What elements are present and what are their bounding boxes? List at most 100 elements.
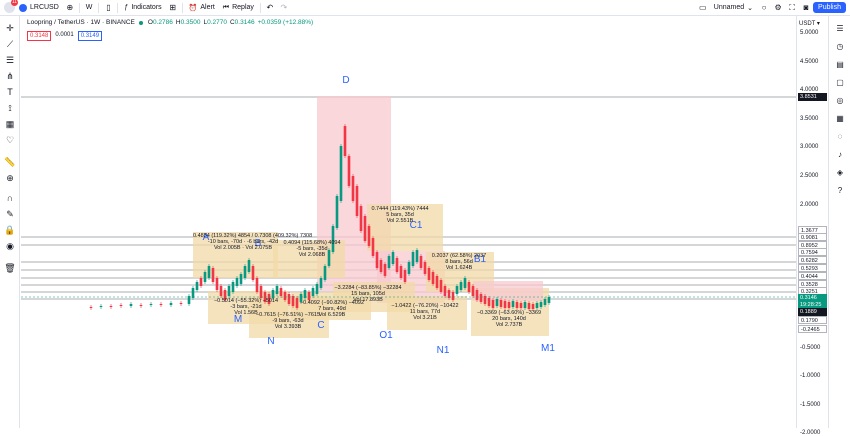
symbol-title[interactable]: Loopring / TetherUS · 1W · BINANCE xyxy=(27,19,135,26)
streams-icon[interactable]: ◈ xyxy=(836,167,844,177)
candle-body xyxy=(519,303,523,308)
measurement-zone xyxy=(473,281,543,301)
trash-icon[interactable]: 🗑 xyxy=(4,262,16,273)
candle-body xyxy=(487,298,491,306)
measure-line-2: -5 bars, -35d xyxy=(296,246,328,252)
publish-button[interactable]: Publish xyxy=(813,2,846,13)
price-tick-label: -1.5000 xyxy=(800,401,821,408)
candle-body xyxy=(503,301,507,308)
candle-body xyxy=(343,126,347,156)
heart-icon[interactable]: ♡ xyxy=(5,134,15,145)
price-badge: 0.7594 xyxy=(798,248,827,256)
spread-value: 0.0001 xyxy=(53,31,76,41)
notifications-bell-icon[interactable]: ♪ xyxy=(838,149,842,159)
ideas-icon[interactable]: ◎ xyxy=(836,95,844,105)
candle-body xyxy=(207,266,211,278)
measure-line-1: 0.2037 (62.58%) 2037 xyxy=(431,253,487,259)
measure-line-2: -3 bars, -21d xyxy=(230,304,262,310)
measure-line-1: 0.4094 (115.68%) 4094 xyxy=(283,240,341,246)
chart-pane[interactable] xyxy=(21,16,796,428)
add-symbol-icon[interactable]: ⊕ xyxy=(66,3,74,12)
help-icon[interactable]: ? xyxy=(837,185,843,195)
candle-body xyxy=(543,299,547,305)
templates-grid-icon[interactable]: ⊞ xyxy=(169,3,177,12)
candle-body xyxy=(109,306,113,307)
candle-body xyxy=(159,304,163,305)
candle-body xyxy=(443,286,447,296)
measure-line-3: Vol 3.393B xyxy=(274,324,302,330)
wave-label-b1: B1 xyxy=(473,254,487,265)
currency-selector[interactable]: USDT ▾ xyxy=(799,21,820,27)
drawing-mode-icon[interactable]: ✎ xyxy=(6,208,14,219)
chart-legend[interactable]: Loopring / TetherUS · 1W · BINANCE O 0.27… xyxy=(27,19,313,26)
crosshair-icon[interactable]: ✛ xyxy=(6,22,14,33)
buy-price-button[interactable]: 0.3149 xyxy=(77,31,103,41)
data-window-icon[interactable]: ▤ xyxy=(836,59,844,69)
open-value: 0.2786 xyxy=(152,19,173,26)
candle-body xyxy=(231,282,235,292)
watchlist-icon[interactable]: ☰ xyxy=(836,23,844,33)
alert-button[interactable]: ⏰ Alert xyxy=(185,0,219,16)
alerts-clock-icon[interactable]: ◷ xyxy=(836,41,844,51)
price-tick-label: 2.5000 xyxy=(800,173,819,179)
candle-body xyxy=(235,278,239,286)
undo-icon[interactable]: ↶ xyxy=(266,3,274,12)
lightbulb-icon[interactable]: ◌ xyxy=(837,131,843,141)
measure-line-1: 0.7444 (119.43%) 7444 xyxy=(371,206,429,212)
top-toolbar: 11 LRCUSD ⊕ W ▯ ƒ Indicators ⊞ ⏰ Alert ⏮… xyxy=(0,0,850,16)
candle-body xyxy=(395,258,399,272)
price-tick-label: 4.0000 xyxy=(800,87,819,94)
user-avatar[interactable]: 11 xyxy=(4,0,18,13)
price-badge: 0.1889 xyxy=(798,308,827,316)
zoom-in-icon[interactable]: ⊕ xyxy=(6,172,14,183)
interval-button[interactable]: W xyxy=(85,4,93,11)
layout-name-button[interactable]: Unnamed ⌄ xyxy=(710,0,757,16)
measure-line-1: −3.2284 (−83.85%) −32284 xyxy=(334,285,402,291)
redo-icon[interactable]: ↷ xyxy=(280,3,288,12)
measure-line-1: −1.0422 (−76.20%) −10422 xyxy=(391,303,459,309)
quick-search-icon[interactable]: ○ xyxy=(761,3,767,12)
fullscreen-icon[interactable]: ⛶ xyxy=(789,2,795,12)
candle-body xyxy=(89,307,93,308)
indicators-button[interactable]: ƒ Indicators xyxy=(120,0,165,16)
chat-icon[interactable]: ▢ xyxy=(836,77,844,87)
layout-icon[interactable]: ▭ xyxy=(699,3,707,12)
candle-body xyxy=(379,260,383,272)
candle-body xyxy=(255,278,259,292)
candles-chart-type-icon[interactable]: ▯ xyxy=(106,3,111,12)
pattern-icon[interactable]: ⟟ xyxy=(8,102,12,113)
eye-icon[interactable]: ◉ xyxy=(6,240,14,251)
candle-body xyxy=(243,266,247,278)
wave-label-m: M xyxy=(233,314,243,325)
candle-body xyxy=(227,286,231,296)
horizontal-lines-icon[interactable]: ☰ xyxy=(5,54,15,65)
calendar-icon[interactable]: ▦ xyxy=(836,113,844,123)
magnet-icon[interactable]: ∩ xyxy=(6,193,14,203)
price-tick-label: 3.0000 xyxy=(800,144,819,151)
candle-body xyxy=(439,280,443,292)
trend-line-icon[interactable]: ⟋ xyxy=(6,38,14,49)
candle-body xyxy=(475,290,479,300)
price-chart[interactable] xyxy=(21,16,796,428)
lock-icon[interactable]: 🔒 xyxy=(4,224,16,235)
measure-line-2: 11 bars, 77d xyxy=(409,309,441,315)
symbol-label: LRCUSD xyxy=(30,4,59,11)
sell-price-button[interactable]: 0.3148 xyxy=(27,31,52,41)
price-axis[interactable]: USDT ▾ 5.0000 4.5000 4.0000 3.5000 3.0000 2.5… xyxy=(796,16,828,436)
candle-body xyxy=(195,282,199,290)
price-tick-label: 2.0000 xyxy=(800,201,819,208)
symbol-search-button[interactable]: LRCUSD xyxy=(15,0,63,16)
replay-button[interactable]: ⏮ Replay xyxy=(219,0,258,16)
pitchfork-icon[interactable]: ⋔ xyxy=(6,70,14,81)
camera-icon[interactable]: ◙ xyxy=(803,3,809,12)
price-tick-label: 3.5000 xyxy=(800,115,819,122)
layout-name-label: Unnamed xyxy=(713,4,745,11)
candle-body xyxy=(187,296,191,304)
settings-gear-icon[interactable]: ⚙ xyxy=(774,3,782,12)
text-tool-icon[interactable]: T xyxy=(7,87,13,97)
divider xyxy=(181,2,183,13)
candle-body xyxy=(467,282,471,292)
ruler-icon[interactable]: 📏 xyxy=(4,156,16,167)
prediction-icon[interactable]: ▦ xyxy=(5,118,15,129)
wave-label-n1: N1 xyxy=(436,345,450,356)
